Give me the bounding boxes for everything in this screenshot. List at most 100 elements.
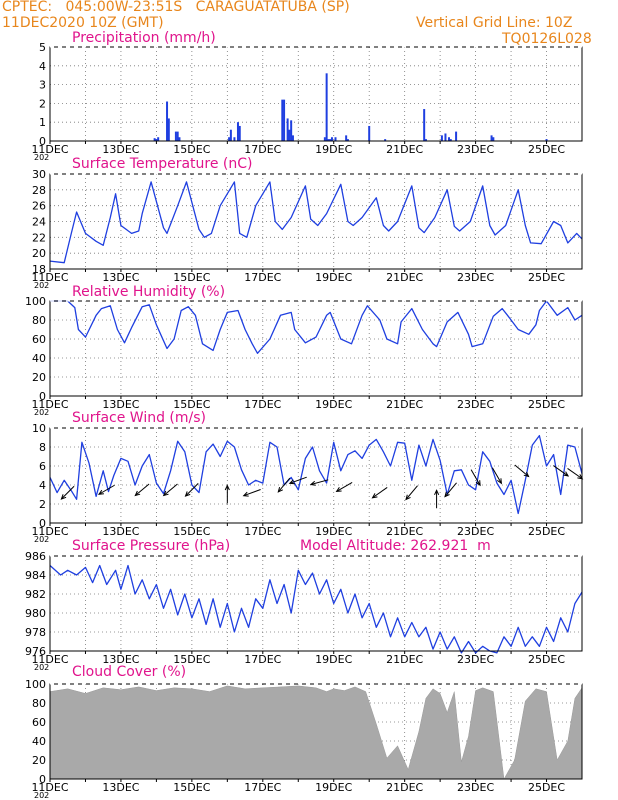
wind-arrow [61, 485, 75, 500]
precip-bar [440, 135, 443, 141]
x-tick-label: 17DEC [244, 271, 281, 284]
wind-arrow [553, 465, 569, 477]
series-line-temperature [49, 181, 583, 264]
x-tick-label: 25DEC [528, 143, 565, 156]
wind-arrow-head [184, 491, 191, 497]
precip-bar [153, 138, 156, 141]
precip-bar [368, 125, 371, 141]
y-tick-label: 40 [32, 352, 46, 365]
year-label: 202 [34, 791, 49, 800]
precip-bar [167, 118, 170, 141]
panel-frame [49, 427, 583, 524]
cloud-cover-area [49, 685, 583, 780]
wind-arrow-head [497, 478, 503, 485]
x-tick-label: 25DEC [528, 398, 565, 411]
precip-bar [233, 137, 236, 141]
x-tick-label: 11DEC [31, 398, 68, 411]
y-tick-label: 18 [32, 263, 46, 276]
panel-title-precip: Precipitation (mm/h) [72, 30, 216, 46]
x-tick-label: 19DEC [315, 398, 352, 411]
wind-arrow [98, 484, 115, 495]
y-tick-label: 60 [32, 716, 46, 729]
x-tick-label: 17DEC [244, 653, 281, 666]
x-tick-label: 21DEC [386, 398, 423, 411]
header-datetime: 11DEC2020 10Z (GMT) [2, 15, 164, 31]
y-tick-label: 60 [32, 333, 46, 346]
x-tick-label: 11DEC [31, 525, 68, 538]
x-tick-label: 19DEC [315, 271, 352, 284]
wind-arrow [405, 485, 418, 500]
wind-arrow [163, 483, 178, 496]
wind-arrow [134, 483, 150, 496]
y-tick-label: 10 [32, 422, 46, 435]
wind-arrow [243, 489, 261, 497]
x-tick-label: 11DEC [31, 271, 68, 284]
precip-bar [155, 139, 158, 141]
y-tick-label: 3 [39, 79, 46, 92]
precip-bar [228, 137, 231, 141]
precip-bar [327, 139, 330, 141]
x-tick-label: 11DEC [31, 143, 68, 156]
series-line-pressure [49, 564, 583, 654]
wind-arrow-head [134, 490, 141, 497]
precip-bar [286, 118, 289, 141]
x-tick-label: 25DEC [528, 525, 565, 538]
y-tick-label: 26 [32, 200, 46, 213]
x-tick-label: 13DEC [102, 398, 139, 411]
precip-bar [545, 139, 548, 141]
wind-arrow [336, 481, 353, 492]
precip-bar [448, 137, 450, 141]
x-tick-label: 13DEC [102, 143, 139, 156]
precip-bar [423, 109, 426, 141]
wind-arrow-head [162, 490, 169, 497]
y-tick-label: 8 [39, 441, 46, 454]
y-tick-label: 6 [39, 460, 46, 473]
y-tick-label: 20 [32, 247, 46, 260]
y-tick-label: 30 [32, 168, 46, 181]
x-tick-label: 19DEC [315, 781, 352, 794]
wind-arrow-head [371, 493, 378, 499]
wind-arrow-head [60, 494, 67, 500]
wind-arrow [289, 476, 307, 484]
x-tick-label: 23DEC [457, 525, 494, 538]
y-tick-label: 80 [32, 314, 46, 327]
precip-bar [325, 73, 328, 141]
x-tick-label: 13DEC [102, 271, 139, 284]
panel-frame [49, 300, 583, 397]
wind-arrow-head [288, 479, 295, 485]
wind-arrow [567, 468, 583, 480]
model-altitude: Model Altitude: 262.921 m [300, 538, 491, 554]
header-station: CPTEC: 045:00W-23:51S CARAGUATATUBA (SP) [2, 0, 350, 15]
wind-arrow-head [242, 491, 249, 497]
precip-bar [157, 137, 160, 141]
precip-bar [330, 137, 333, 141]
year-label: 202 [34, 663, 49, 672]
precip-bar [281, 99, 284, 141]
x-tick-label: 25DEC [528, 271, 565, 284]
x-tick-label: 25DEC [528, 653, 565, 666]
x-tick-label: 19DEC [315, 143, 352, 156]
y-tick-label: 4 [39, 60, 46, 73]
wind-arrow [277, 477, 291, 493]
y-tick-label: 40 [32, 735, 46, 748]
precip-bar [283, 99, 286, 141]
header-grid-note: Vertical Grid Line: 10Z [416, 15, 573, 31]
wind-arrow-head [277, 486, 284, 493]
header-code: TQ0126L028 [502, 31, 592, 47]
y-tick-label: 976 [25, 645, 46, 658]
x-tick-label: 17DEC [244, 398, 281, 411]
year-label: 202 [34, 153, 49, 162]
precip-bar [323, 137, 326, 141]
x-tick-label: 19DEC [315, 653, 352, 666]
x-tick-label: 15DEC [173, 143, 210, 156]
x-tick-label: 15DEC [173, 781, 210, 794]
year-label: 202 [34, 408, 49, 417]
y-tick-label: 982 [25, 588, 46, 601]
wind-arrow [372, 487, 388, 499]
x-tick-label: 23DEC [457, 271, 494, 284]
panel-title-cloud: Cloud Cover (%) [72, 664, 187, 680]
precip-bar [492, 137, 495, 141]
x-tick-label: 17DEC [244, 781, 281, 794]
wind-arrow [470, 469, 481, 486]
y-tick-label: 2 [39, 498, 46, 511]
